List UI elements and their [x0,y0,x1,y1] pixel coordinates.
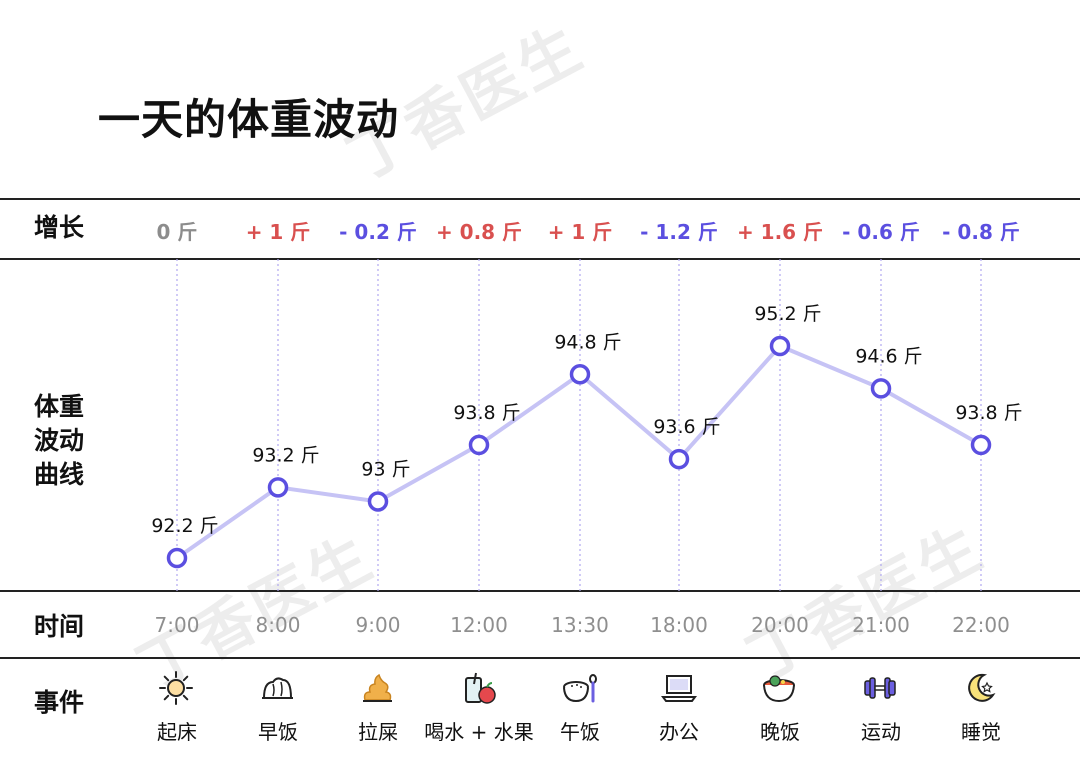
time-label: 12:00 [450,613,508,637]
event-label: 运动 [861,720,901,744]
increment-value: - 0.6 斤 [842,220,920,244]
event-label: 午饭 [560,720,600,744]
divider [0,590,1080,592]
event-label: 拉屎 [358,720,398,744]
increment-value: + 1 斤 [245,220,311,244]
data-point [668,448,690,470]
data-label: 94.8 斤 [554,331,621,353]
event-item: 午饭 [525,670,635,745]
increment-value: - 0.8 斤 [942,220,1020,244]
curve-row-label: 体重 波动 曲线 [34,390,84,492]
curve-label-line: 体重 [34,392,85,421]
time-label: 18:00 [650,613,708,637]
data-point [870,378,892,399]
time-label: 22:00 [952,613,1010,637]
time-label: 21:00 [852,613,910,637]
time-label: 9:00 [355,613,401,637]
data-point [569,364,591,385]
increment-value: 0 斤 [156,220,198,244]
increment-row-label: 增长 [34,213,85,242]
data-label: 94.6 斤 [855,345,922,367]
event-label: 晚饭 [760,720,800,744]
increment-value: - 1.2 斤 [640,220,718,244]
moon-icon [926,670,1036,706]
data-label: 93 斤 [361,458,410,480]
data-point [166,547,188,569]
event-item: 办公 [624,670,734,745]
time-label: 20:00 [751,613,809,637]
increment-value: + 1 斤 [547,220,613,244]
event-label: 早饭 [258,720,298,744]
event-item: 早饭 [223,670,333,745]
event-item: 运动 [826,670,936,745]
divider [0,198,1080,200]
event-label: 起床 [157,720,197,744]
weight-chart: 92.2 斤 93.2 斤 93 斤 93.8 斤 94.8 斤 93.6 斤 95.2 斤… [151,259,1023,591]
data-label: 93.8 斤 [955,402,1022,424]
page-title: 一天的体重波动 [98,95,400,144]
data-point [367,491,389,512]
time-label: 13:30 [551,613,609,637]
time-label: 8:00 [255,613,301,637]
data-label: 95.2 斤 [754,303,821,325]
laptop-icon [624,670,734,706]
event-row-label: 事件 [34,688,85,717]
event-item: 拉屎 [323,670,433,745]
event-item: 晚饭 [725,670,835,745]
divider [0,258,1080,260]
increment-value: - 0.2 斤 [339,220,417,244]
increment-value: + 1.6 斤 [736,220,824,244]
event-item: 喝水 + 水果 [424,670,534,745]
event-item: 睡觉 [926,670,1036,745]
divider [0,657,1080,659]
poop-icon [323,670,433,706]
event-label: 办公 [659,720,699,744]
data-point [267,477,289,498]
curve-label-line: 曲线 [34,460,85,489]
drink-apple-icon [424,670,534,706]
dumbbell-icon [826,670,936,706]
rice-bowl-icon [525,670,635,706]
time-row-label: 时间 [34,612,85,641]
event-label: 睡觉 [961,720,1001,744]
data-label: 92.2 斤 [151,515,218,537]
data-point [769,335,791,357]
curve-label-line: 波动 [34,426,85,455]
sun-icon [122,670,232,706]
data-label: 93.2 斤 [252,444,319,466]
bun-icon [223,670,333,706]
data-label: 93.8 斤 [453,402,520,424]
time-label: 7:00 [154,613,200,637]
event-item: 起床 [122,670,232,745]
data-point [970,434,992,456]
data-point [468,434,490,456]
increment-value: + 0.8 斤 [435,220,523,244]
soup-bowl-icon [725,670,835,706]
data-label: 93.6 斤 [653,416,720,438]
event-label: 喝水 + 水果 [424,720,534,744]
